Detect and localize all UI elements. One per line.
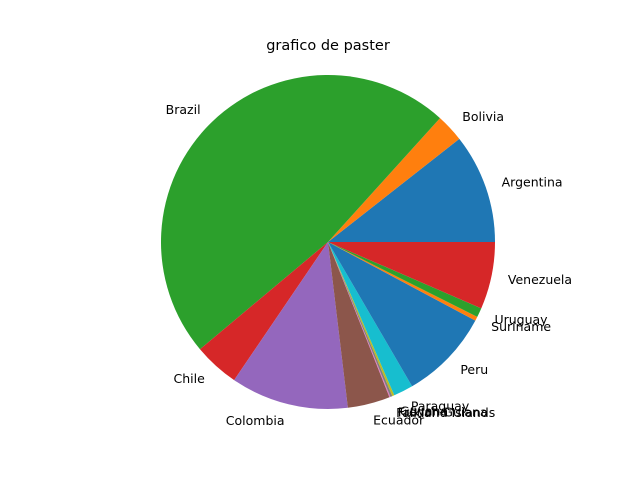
pie-label-peru: Peru — [460, 362, 488, 377]
pie-label-uruguay: Uruguay — [494, 312, 548, 327]
pie-slice-suriname — [328, 242, 478, 321]
pie-label-chile: Chile — [173, 371, 205, 386]
pie-label-french-guiana: French Guiana — [398, 404, 488, 419]
pie-slice-ecuador — [328, 242, 390, 408]
pie-label-suriname: Suriname — [491, 319, 551, 334]
pie-slice-chile — [199, 242, 328, 381]
pie-slice-venezuela — [328, 242, 495, 309]
chart-title: grafico de paster — [266, 38, 390, 54]
pie-slice-peru — [328, 242, 476, 387]
pie-slice-colombia — [234, 242, 348, 410]
pie-label-bolivia: Bolivia — [462, 109, 504, 124]
pie-label-venezuela: Venezuela — [508, 272, 572, 287]
pie-slice-brazil — [160, 74, 441, 350]
pie-label-falkland-islands: Falkland Islands — [396, 405, 495, 420]
pie-labels: Argentina Bolivia Brazil Chile Colombia Ecuad… — [166, 102, 572, 428]
pie-label-argentina: Argentina — [502, 174, 563, 189]
pie-label-guyana: Guyana — [400, 404, 448, 419]
pie-slice-paraguay — [328, 242, 413, 396]
pie-slice-guyana — [328, 242, 395, 397]
pie-label-paraguay: Paraguay — [411, 398, 470, 413]
pie-slice-falkland-islands — [328, 242, 391, 398]
pie-slice-bolivia — [328, 118, 460, 242]
pie-label-ecuador: Ecuador — [373, 413, 425, 428]
pie-label-colombia: Colombia — [226, 413, 285, 428]
pie-slice-french-guiana — [328, 242, 393, 397]
pie-label-brazil: Brazil — [166, 102, 201, 117]
pie-slice-uruguay — [328, 242, 482, 317]
pie-slices — [160, 74, 495, 410]
pie-slice-argentina — [328, 138, 495, 242]
